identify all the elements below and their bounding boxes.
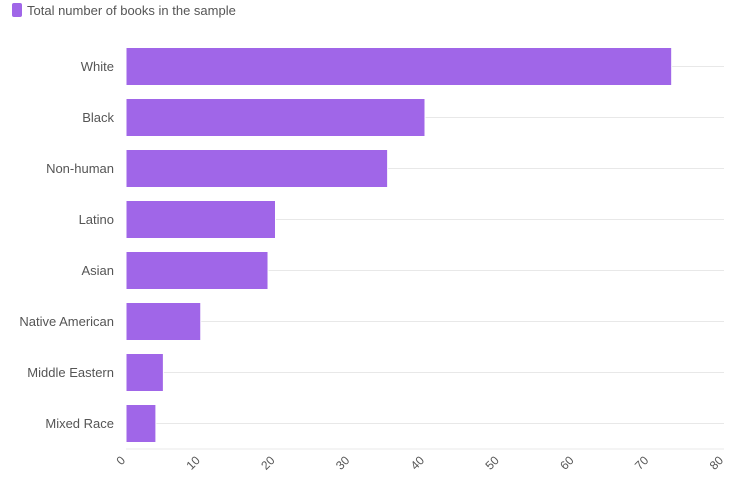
bar (125, 302, 202, 341)
legend-label: Total number of books in the sample (27, 2, 236, 18)
x-tick-label: 0 (113, 453, 128, 468)
bar (125, 98, 426, 137)
category-label: White (81, 59, 114, 74)
category-label: Non-human (46, 161, 114, 176)
category-label: Latino (79, 212, 114, 227)
x-tick-label: 10 (184, 453, 204, 473)
x-tick-label: 20 (258, 453, 278, 473)
x-tick-label: 70 (632, 453, 652, 473)
category-label: Black (82, 110, 114, 125)
bars (125, 47, 673, 443)
x-tick-label: 30 (333, 453, 353, 473)
bar (125, 353, 164, 392)
legend-swatch (12, 3, 22, 17)
bar (125, 251, 269, 290)
category-labels: White Black Non-human Latino Asian Native Ame… (19, 59, 114, 431)
legend: Total number of books in the sample (12, 2, 236, 18)
category-label: Middle Eastern (27, 365, 114, 380)
category-label: Mixed Race (45, 416, 114, 431)
x-axis-ticks: 0 10 20 30 40 50 60 70 80 (113, 453, 726, 473)
bar (125, 404, 157, 443)
category-label: Native American (19, 314, 114, 329)
bar (125, 200, 276, 239)
x-tick-label: 40 (408, 453, 428, 473)
bar (125, 47, 673, 86)
x-tick-label: 80 (707, 453, 727, 473)
x-tick-label: 60 (557, 453, 577, 473)
bar (125, 149, 389, 188)
x-tick-label: 50 (483, 453, 503, 473)
category-label: Asian (81, 263, 114, 278)
